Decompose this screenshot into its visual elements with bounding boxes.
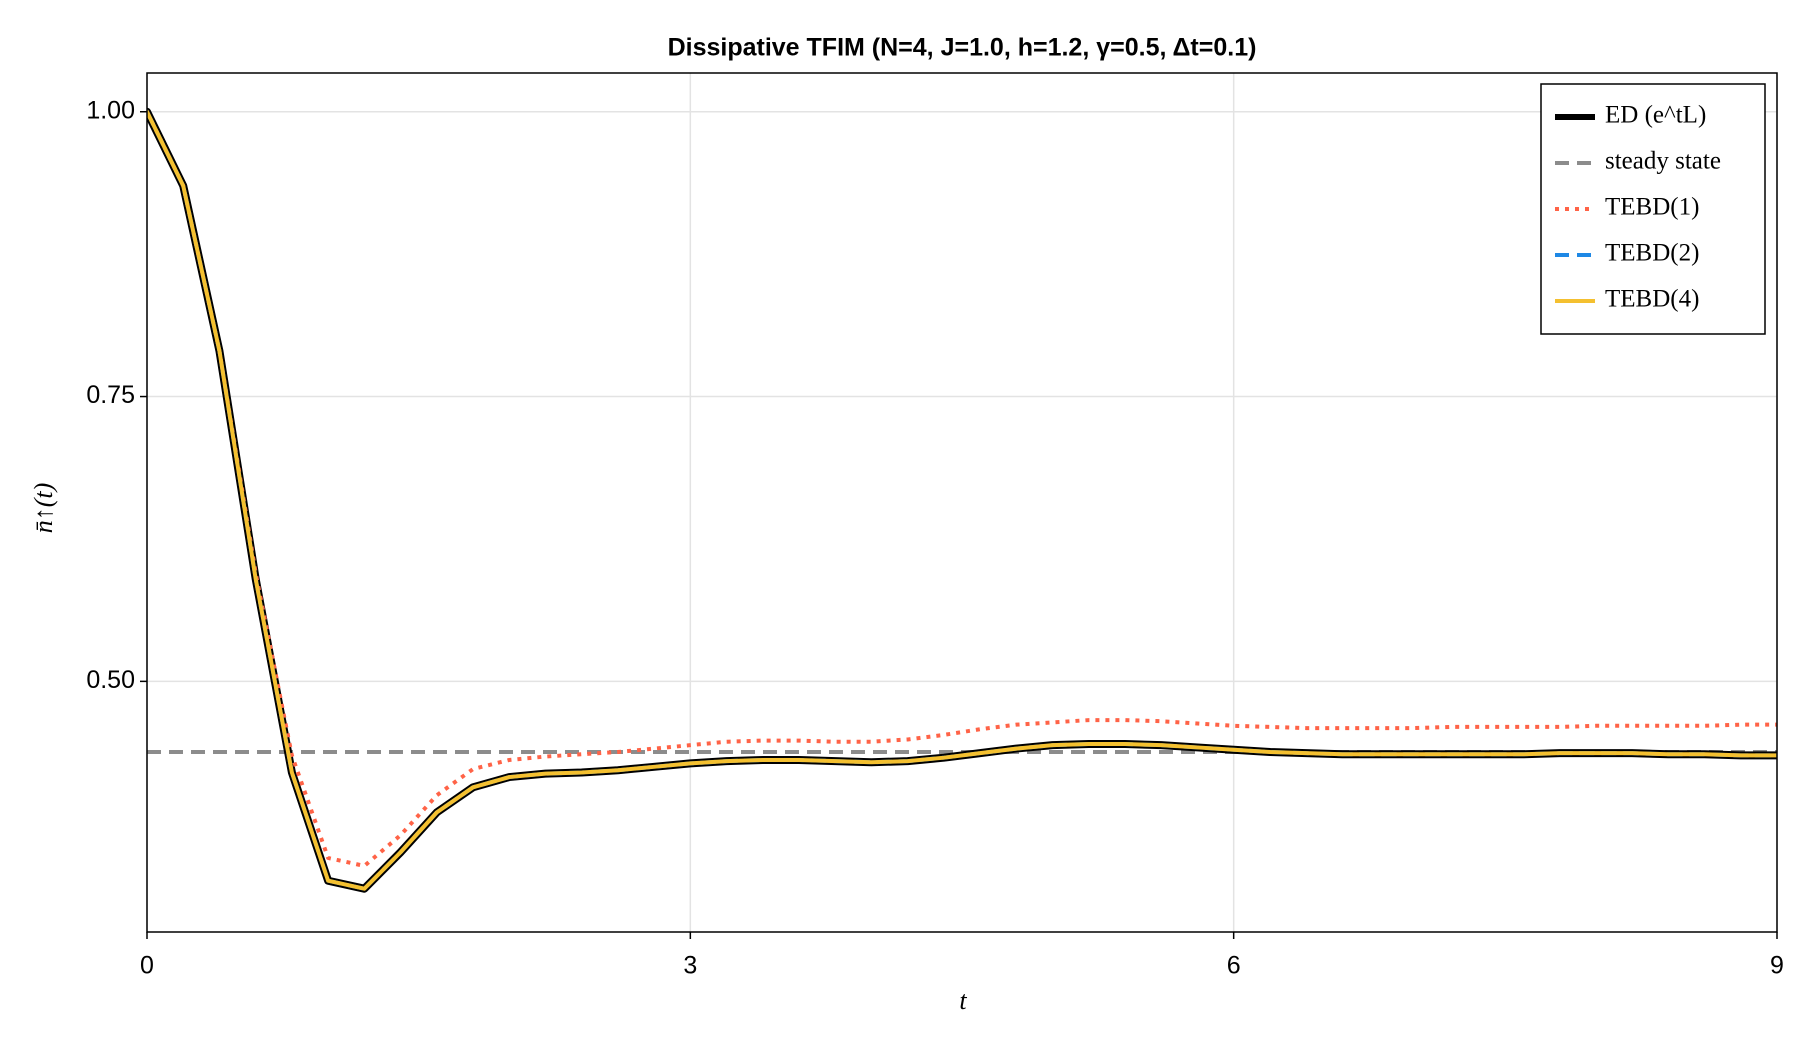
x-tick-label: 0 bbox=[140, 952, 154, 980]
x-tick-label: 6 bbox=[1227, 952, 1241, 980]
x-axis-label: t bbox=[959, 986, 967, 1015]
y-tick-label: 1.00 bbox=[86, 96, 135, 124]
x-tick-label: 9 bbox=[1770, 952, 1784, 980]
series-line bbox=[147, 110, 1777, 868]
y-tick-label: 0.75 bbox=[86, 381, 135, 409]
legend-label: steady state bbox=[1605, 148, 1721, 175]
legend-label: ED (e^tL) bbox=[1605, 102, 1706, 129]
legend-label: TEBD(4) bbox=[1605, 286, 1699, 313]
plot-frame bbox=[146, 72, 1778, 933]
y-axis-label: n̄↑(t) bbox=[29, 483, 58, 534]
legend-label: TEBD(2) bbox=[1605, 240, 1699, 267]
legend-label: TEBD(1) bbox=[1605, 194, 1699, 221]
y-tick-label: 0.50 bbox=[86, 666, 135, 694]
series-line bbox=[147, 109, 1777, 891]
plot-area bbox=[147, 107, 1777, 893]
x-tick-label: 3 bbox=[683, 952, 697, 980]
chart-title: Dissipative TFIM (N=4, J=1.0, h=1.2, γ=0… bbox=[668, 34, 1257, 62]
